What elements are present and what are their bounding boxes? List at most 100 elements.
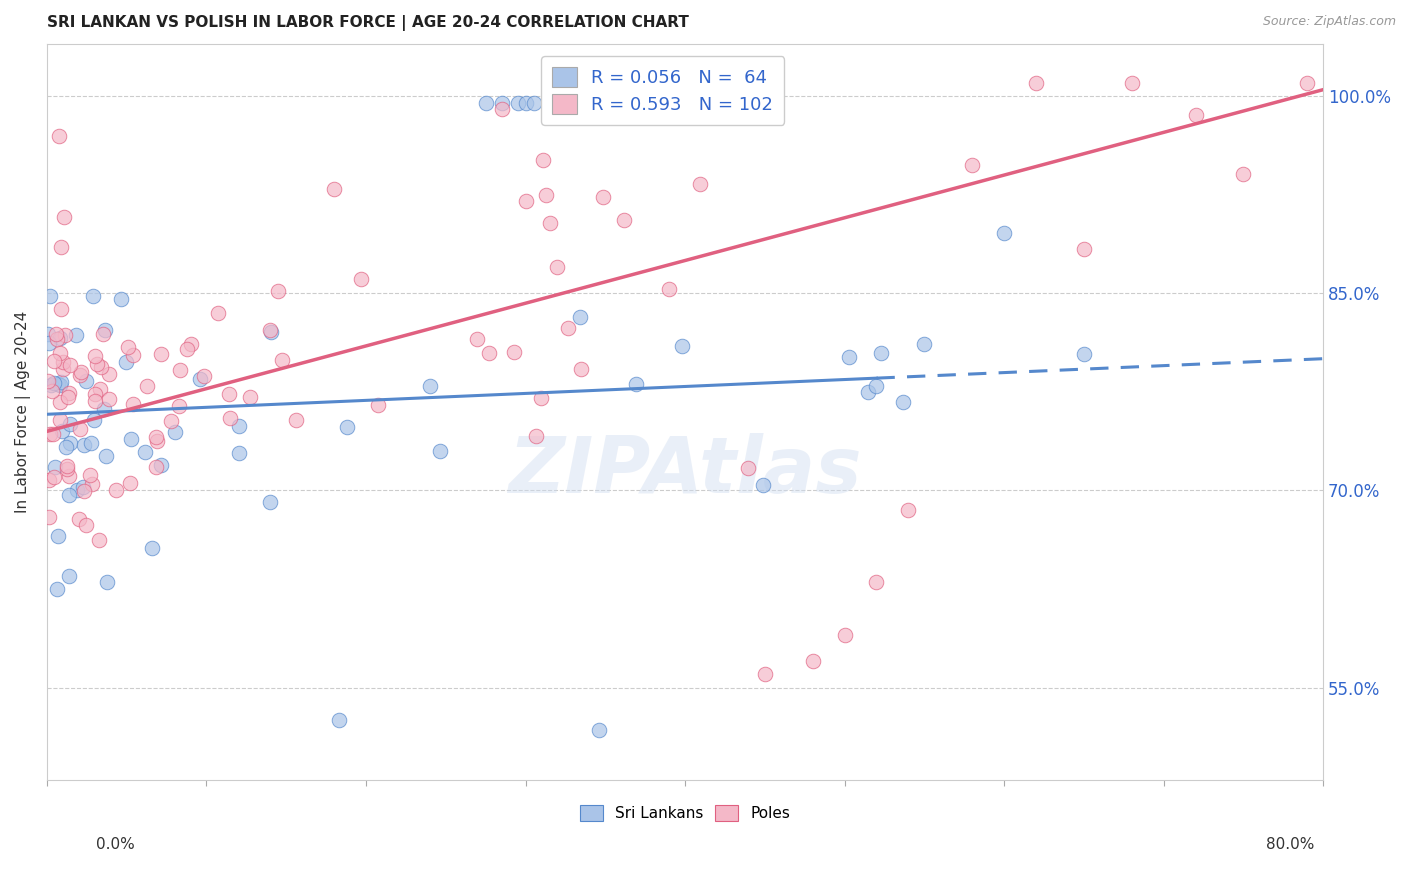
Point	[429, 443, 451, 458]
Point	[169, 362, 191, 376]
Point	[259, 495, 281, 509]
Point	[56, 462, 79, 476]
Point	[259, 323, 281, 337]
Point	[93, 402, 115, 417]
Point	[120, 432, 142, 446]
Point	[96, 575, 118, 590]
Point	[531, 153, 554, 167]
Point	[37, 374, 59, 388]
Point	[350, 272, 373, 286]
Point	[502, 345, 524, 359]
Point	[59, 435, 82, 450]
Point	[180, 336, 202, 351]
Point	[67, 512, 90, 526]
Point	[122, 348, 145, 362]
Point	[72, 481, 94, 495]
Point	[45, 326, 67, 341]
Point	[97, 392, 120, 406]
Point	[801, 654, 824, 668]
Point	[49, 331, 72, 345]
Point	[671, 339, 693, 353]
Point	[737, 460, 759, 475]
Point	[218, 387, 240, 401]
Point	[568, 310, 591, 324]
Point	[52, 361, 75, 376]
Point	[38, 473, 60, 487]
Point	[42, 376, 65, 390]
Point	[167, 399, 190, 413]
Point	[569, 361, 592, 376]
Point	[336, 420, 359, 434]
Point	[121, 397, 143, 411]
Point	[94, 323, 117, 337]
Point	[865, 379, 887, 393]
Point	[59, 417, 82, 431]
Point	[682, 86, 704, 100]
Point	[1073, 347, 1095, 361]
Point	[70, 365, 93, 379]
Point	[624, 377, 647, 392]
Point	[141, 541, 163, 556]
Point	[136, 379, 159, 393]
Point	[79, 436, 101, 450]
Point	[84, 394, 107, 409]
Point	[515, 194, 537, 209]
Point	[1184, 108, 1206, 122]
Text: 0.0%: 0.0%	[96, 838, 135, 852]
Point	[114, 354, 136, 368]
Point	[58, 385, 80, 400]
Point	[84, 350, 107, 364]
Point	[491, 95, 513, 110]
Point	[522, 95, 544, 110]
Point	[98, 367, 121, 381]
Point	[39, 289, 62, 303]
Point	[104, 483, 127, 498]
Point	[134, 444, 156, 458]
Point	[284, 412, 307, 426]
Point	[834, 628, 856, 642]
Point	[42, 426, 65, 441]
Point	[83, 387, 105, 401]
Point	[41, 384, 63, 399]
Point	[146, 434, 169, 448]
Point	[538, 216, 561, 230]
Point	[193, 368, 215, 383]
Point	[44, 470, 66, 484]
Point	[150, 347, 173, 361]
Point	[858, 385, 880, 400]
Point	[526, 428, 548, 442]
Point	[228, 418, 250, 433]
Point	[59, 358, 82, 372]
Point	[993, 226, 1015, 240]
Point	[367, 398, 389, 412]
Point	[51, 376, 73, 390]
Point	[897, 503, 920, 517]
Point	[1073, 242, 1095, 256]
Point	[912, 336, 935, 351]
Point	[90, 359, 112, 374]
Point	[960, 158, 983, 172]
Point	[69, 368, 91, 382]
Point	[145, 429, 167, 443]
Point	[149, 458, 172, 472]
Point	[37, 327, 59, 342]
Point	[110, 292, 132, 306]
Point	[45, 333, 67, 347]
Point	[46, 529, 69, 543]
Point	[1232, 167, 1254, 181]
Point	[1025, 76, 1047, 90]
Point	[118, 476, 141, 491]
Point	[159, 414, 181, 428]
Point	[267, 284, 290, 298]
Point	[73, 438, 96, 452]
Point	[87, 533, 110, 547]
Point	[474, 95, 496, 110]
Point	[38, 426, 60, 441]
Point	[117, 340, 139, 354]
Point	[328, 714, 350, 728]
Point	[557, 321, 579, 335]
Point	[56, 458, 79, 473]
Point	[891, 395, 914, 409]
Point	[491, 103, 513, 117]
Y-axis label: In Labor Force | Age 20-24: In Labor Force | Age 20-24	[15, 310, 31, 513]
